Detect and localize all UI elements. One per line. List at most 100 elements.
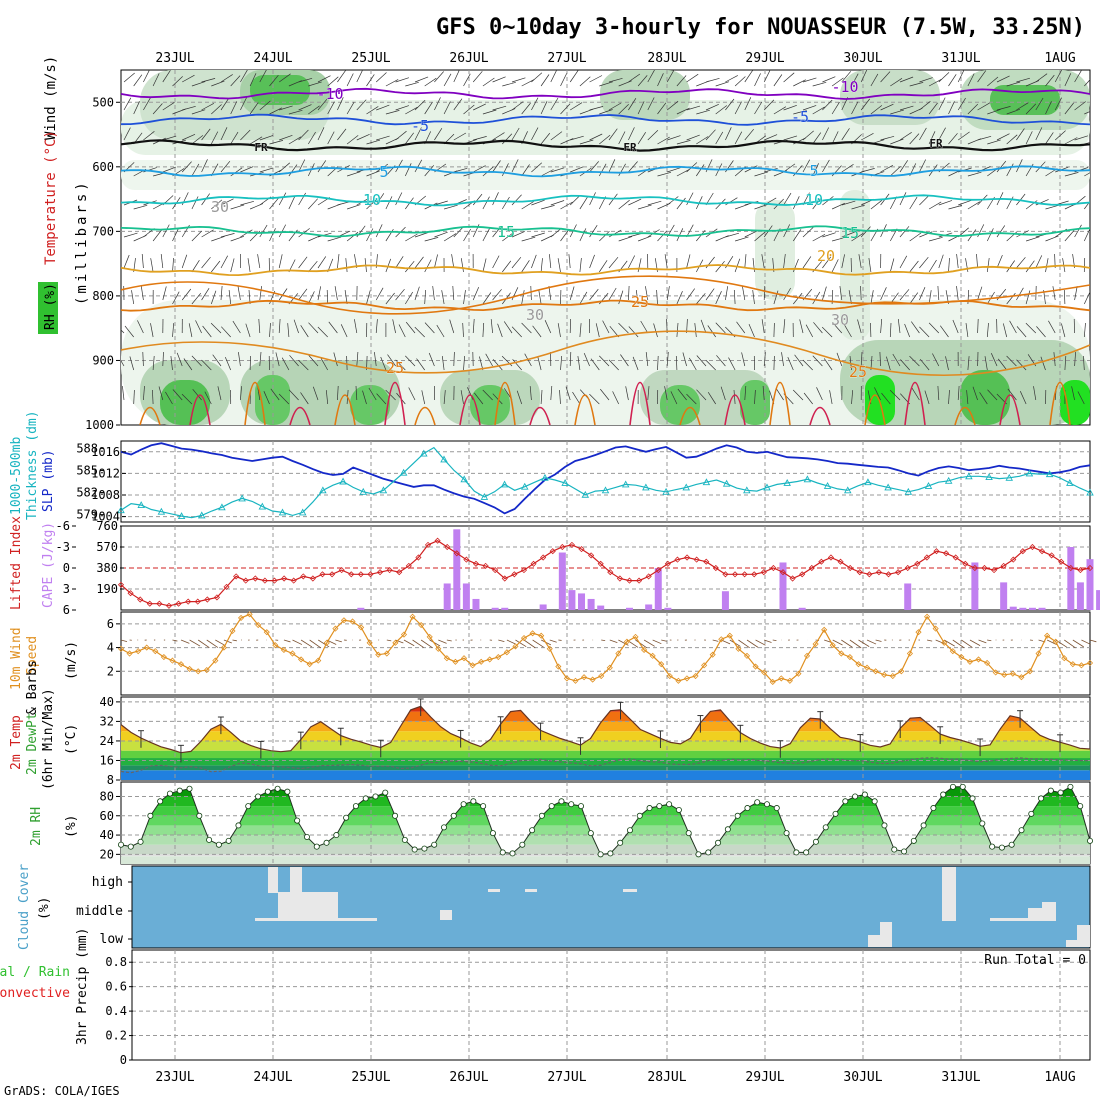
rh-marker (285, 789, 290, 794)
cloud-block (290, 867, 302, 893)
rh-marker (295, 818, 300, 823)
cape-bar (1067, 547, 1074, 610)
precip-label-c: Convective (0, 986, 70, 1001)
date-label-bottom-24JUL: 24JUL (253, 1070, 292, 1085)
cape-bar (357, 608, 364, 610)
contour-label-30: 30 (831, 311, 849, 329)
wind-barb (327, 290, 328, 304)
temp-label-c: (6hr Min/Max) (41, 688, 56, 790)
rh-marker (941, 792, 946, 797)
rh-shade-patch (755, 200, 795, 300)
cape-bar (1010, 607, 1017, 610)
rh-marker (872, 799, 877, 804)
rh-shade-patch (160, 380, 210, 425)
tick-label: 20 (100, 847, 114, 861)
precip-label-a: 3hr Precip (mm) (75, 928, 90, 1045)
rh-marker (539, 813, 544, 818)
date-label-top-29JUL: 29JUL (745, 51, 784, 66)
tick-label: 40 (100, 828, 114, 842)
cloud-label-b: (%) (37, 897, 52, 920)
rh-marker (960, 784, 965, 789)
date-label-top-31JUL: 31JUL (941, 51, 980, 66)
cape-bar (626, 608, 633, 610)
temp-label-a: 2m Temp (9, 715, 24, 770)
rh-marker (1087, 838, 1092, 843)
cape-bar (1039, 608, 1046, 610)
rh-marker (990, 844, 995, 849)
cape-bar (501, 608, 508, 610)
tick-label: 1016 (91, 445, 120, 459)
rh-marker (177, 788, 182, 793)
contour-label-10: 10 (363, 191, 381, 209)
date-label-top-27JUL: 27JUL (547, 51, 586, 66)
rh-marker (999, 845, 1004, 850)
rh-marker (363, 796, 368, 801)
rh-marker (1009, 842, 1014, 847)
precip-panel-frame (132, 950, 1090, 1060)
rh-marker (901, 849, 906, 854)
tick-label: 380 (96, 561, 118, 575)
temp-band (121, 765, 1090, 770)
rh-marker (950, 784, 955, 789)
cape-bar (1000, 582, 1007, 610)
rh-marker (686, 831, 691, 836)
cloud-level-low: low (100, 932, 124, 947)
rh-marker (706, 850, 711, 855)
temp-ticks: 403224168 (100, 695, 120, 787)
cloud-block (525, 889, 537, 892)
tick-label: 6 (63, 603, 70, 617)
cape-bar (492, 608, 499, 610)
wind-label-c: & Barbs (25, 660, 40, 715)
rh-marker (344, 815, 349, 820)
rh-marker (167, 791, 172, 796)
precip-label-b: Total / Rain (0, 965, 70, 980)
pressure-ticks: 5006007008009001000 (85, 95, 120, 432)
contour-label-30: 30 (526, 306, 544, 324)
cloud-block (1066, 940, 1078, 947)
tick-label: 190 (96, 582, 118, 596)
cloud-block (868, 935, 892, 947)
rh-marker (481, 804, 486, 809)
rh-marker (529, 828, 534, 833)
rh-marker (725, 827, 730, 832)
rh-marker (520, 842, 525, 847)
rh-marker (197, 813, 202, 818)
rh-marker (676, 807, 681, 812)
rh-marker (500, 850, 505, 855)
contour-label-25: 25 (386, 359, 404, 377)
li-label-b: CAPE (J/kg) (41, 522, 56, 608)
rh-marker (226, 838, 231, 843)
rh-marker (598, 852, 603, 857)
rh-marker (980, 821, 985, 826)
contour-label-5: 5 (379, 163, 388, 181)
rh-marker (412, 847, 417, 852)
contour-label--5: -5 (791, 108, 809, 126)
contour-label--10: -10 (831, 78, 858, 96)
cloud-block (365, 918, 377, 921)
contour-label-20: 20 (817, 247, 835, 265)
rh-marker (618, 840, 623, 845)
tick-label: 24 (100, 734, 114, 748)
rh-marker (921, 823, 926, 828)
rh-marker (383, 790, 388, 795)
cloud-level-middle: middle (76, 904, 123, 919)
cape-bar (1087, 559, 1094, 610)
tick-label: 0.8 (105, 955, 127, 969)
rh2m-panel: 80604020 2m RH (%) (29, 782, 1093, 864)
rh-marker (128, 844, 133, 849)
rh-marker (138, 839, 143, 844)
tick-label: 760 (96, 519, 118, 533)
tick-label: 4 (107, 641, 114, 655)
rh-marker (774, 805, 779, 810)
thick-label-b: Thickness (dm) (25, 410, 40, 520)
rh-label-b: (%) (64, 815, 79, 838)
lifted-index-panel: -6-3036760570380190 Lifted Index CAPE (J… (9, 516, 1100, 617)
tick-label: 0.2 (105, 1029, 127, 1043)
bottom-date-axis: 23JUL 24JUL 25JUL 26JUL 27JUL 28JUL 29JUL 30JUL… (155, 1070, 1075, 1085)
rh-marker (441, 825, 446, 830)
contour-label-10: 10 (805, 191, 823, 209)
tick-label: -6 (56, 519, 70, 533)
cloud-block (1028, 908, 1042, 921)
wind-barb (347, 356, 348, 370)
